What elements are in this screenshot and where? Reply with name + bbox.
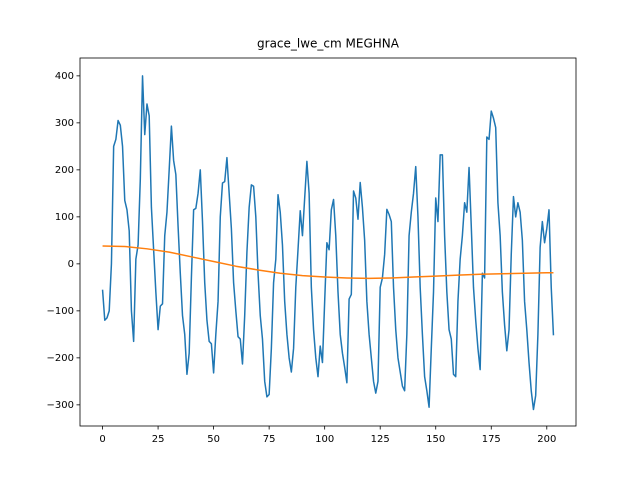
series-line <box>102 245 554 280</box>
y-tick-label: −100 <box>47 306 74 317</box>
x-tick-label: 125 <box>371 434 390 445</box>
y-tick-label: 100 <box>55 212 74 223</box>
y-tick-label: 300 <box>55 118 74 129</box>
x-tick-label: 200 <box>537 434 556 445</box>
axes-frame <box>79 57 577 427</box>
y-tick-label: 200 <box>55 165 74 176</box>
series-line <box>101 75 555 411</box>
chart-title: grace_lwe_cm MEGHNA <box>257 37 400 51</box>
x-tick-label: 0 <box>99 434 105 445</box>
x-tick-label: 75 <box>263 434 276 445</box>
x-tick-label: 175 <box>482 434 501 445</box>
x-tick-label: 25 <box>152 434 165 445</box>
x-tick-label: 100 <box>315 434 334 445</box>
y-tick-label: −200 <box>47 353 74 364</box>
x-tick-label: 50 <box>207 434 220 445</box>
y-tick-label: 400 <box>55 71 74 82</box>
y-tick-label: −300 <box>47 400 74 411</box>
y-tick-label: 0 <box>68 259 74 270</box>
x-tick-label: 150 <box>426 434 445 445</box>
